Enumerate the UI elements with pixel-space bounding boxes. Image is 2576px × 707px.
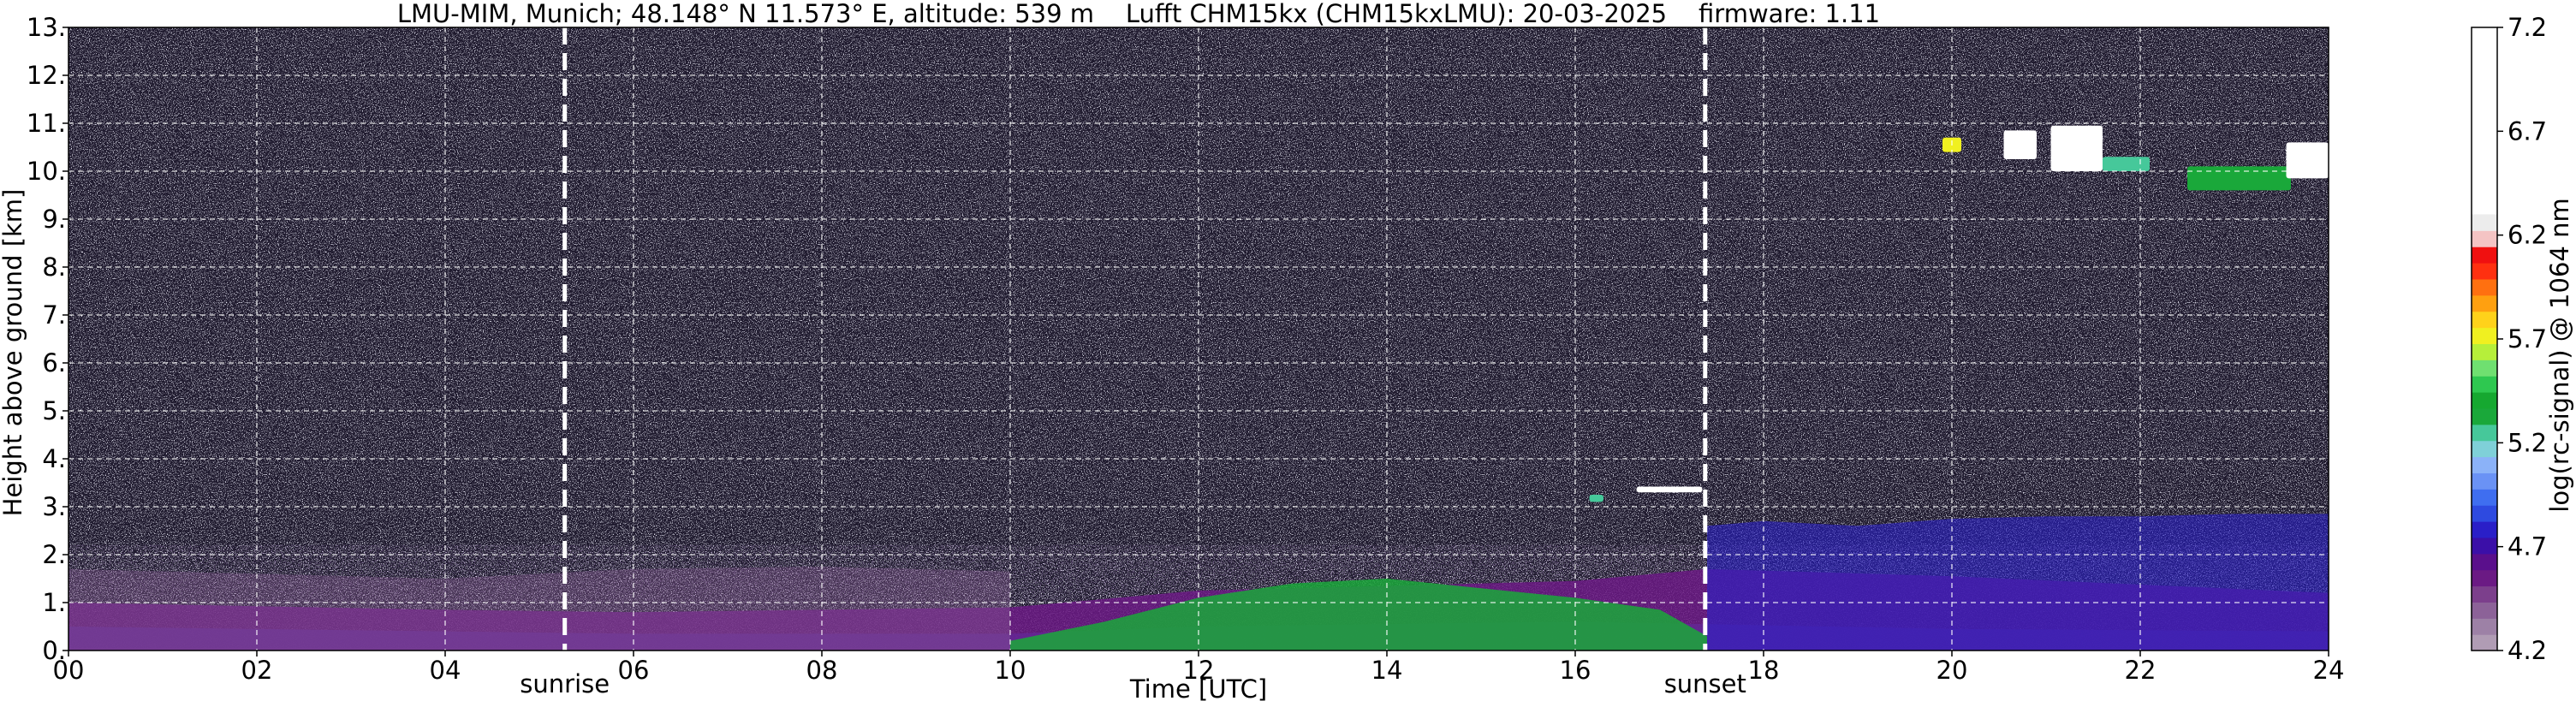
y-tick-label: 12.	[27, 61, 66, 90]
colorbar-segment	[2472, 505, 2497, 522]
y-tick-label: 2.	[42, 540, 66, 569]
x-tick-label: 22	[2125, 656, 2157, 685]
y-tick-label: 0.	[42, 636, 66, 665]
colorbar: 4.2 4.7 5.2 5.7 6.2 6.7 7.2	[2471, 13, 2547, 665]
colorbar-tick-label: 5.2	[2508, 428, 2547, 457]
marker-label-sunset: sunset	[1664, 669, 1746, 698]
cirrus-3	[2050, 125, 2103, 171]
x-axis-label: Time [UTC]	[1129, 674, 1267, 704]
colorbar-segment	[2472, 424, 2497, 442]
low-cloud-2	[1636, 486, 1703, 493]
colorbar-segment	[2472, 618, 2497, 635]
grid	[68, 27, 2329, 651]
layer-residual-layer	[1707, 514, 2329, 651]
layer-convective-layer	[1010, 579, 1707, 651]
colorbar-tick-label: 5.7	[2508, 324, 2547, 354]
cirrus-4	[2103, 157, 2150, 171]
colorbar-top-segment	[2472, 27, 2497, 215]
x-tick-label: 12	[1183, 656, 1215, 685]
low-cloud-1	[1589, 495, 1603, 502]
colorbar-segment	[2472, 214, 2497, 231]
x-tick-label: 06	[618, 656, 650, 685]
x-tick-label: 04	[430, 656, 461, 685]
colorbar-segment	[2472, 327, 2497, 344]
colorbar-tick-label: 6.7	[2508, 116, 2547, 146]
y-tick-label: 1.	[42, 588, 66, 617]
y-tick-label: 5.	[42, 396, 66, 425]
cirrus-2	[2003, 130, 2037, 159]
colorbar-segment	[2472, 537, 2497, 555]
cirrus-5	[2187, 166, 2291, 191]
colorbar-segment	[2472, 569, 2497, 587]
y-tick-label: 3.	[42, 492, 66, 521]
colorbar-segment	[2472, 440, 2497, 458]
y-axis-label: Height above ground [km]	[0, 189, 27, 517]
colorbar-segment	[2472, 230, 2497, 247]
marker-label-sunrise: sunrise	[520, 669, 610, 698]
colorbar-tick-label: 6.2	[2508, 221, 2547, 250]
x-tick-label: 20	[1936, 656, 1968, 685]
colorbar-label: log(rc-signal) @ 1064 nm	[2545, 198, 2574, 512]
x-tick-label: 08	[806, 656, 838, 685]
y-tick-label: 7.	[42, 300, 66, 330]
colorbar-segment	[2472, 634, 2497, 651]
y-tick-label: 4.	[42, 444, 66, 473]
axes: 00 02 04 06 08 10 12 14 16 18 20 22 24 0. 1. 2. 3. 4. 5. 6.…	[27, 13, 2345, 685]
colorbar-segment	[2472, 489, 2497, 506]
colorbar-segment	[2472, 376, 2497, 393]
colorbar-segment	[2472, 311, 2497, 329]
x-tick-label: 18	[1748, 656, 1780, 685]
chart-title: LMU-MIM, Munich; 48.148° N 11.573° E, al…	[397, 0, 1880, 28]
x-tick-label: 24	[2313, 656, 2345, 685]
colorbar-segment	[2472, 263, 2497, 280]
y-tick-label: 11.	[27, 109, 66, 138]
colorbar-segment	[2472, 585, 2497, 603]
y-tick-label: 6.	[42, 348, 66, 377]
colorbar-segment	[2472, 602, 2497, 619]
colorbar-tick-label: 4.2	[2508, 636, 2547, 665]
colorbar-segment	[2472, 294, 2497, 312]
colorbar-segment	[2472, 472, 2497, 490]
sun-markers: sunrise sunset	[520, 27, 1746, 698]
x-tick-label: 00	[53, 656, 85, 685]
colorbar-segment	[2472, 278, 2497, 296]
colorbar-segment	[2472, 456, 2497, 473]
colorbar-tick-label: 7.2	[2508, 13, 2547, 42]
colorbar-segment	[2472, 521, 2497, 538]
x-tick-label: 14	[1371, 656, 1403, 685]
colorbar-segment	[2472, 553, 2497, 571]
colorbar-segment	[2472, 392, 2497, 409]
colorbar-segment	[2472, 343, 2497, 360]
layer-aerosol-top	[68, 567, 1010, 651]
y-tick-label: 10.	[27, 157, 66, 186]
x-tick-label: 10	[995, 656, 1026, 685]
y-tick-label: 13.	[27, 13, 66, 42]
cirrus-6	[2286, 142, 2329, 179]
colorbar-segment	[2472, 359, 2497, 377]
colorbar-segment	[2472, 407, 2497, 425]
colorbar-segment	[2472, 247, 2497, 264]
y-tick-label: 8.	[42, 253, 66, 282]
x-tick-label: 02	[241, 656, 273, 685]
y-tick-label: 9.	[42, 205, 66, 234]
x-tick-label: 16	[1560, 656, 1591, 685]
colorbar-tick-label: 4.7	[2508, 532, 2547, 561]
